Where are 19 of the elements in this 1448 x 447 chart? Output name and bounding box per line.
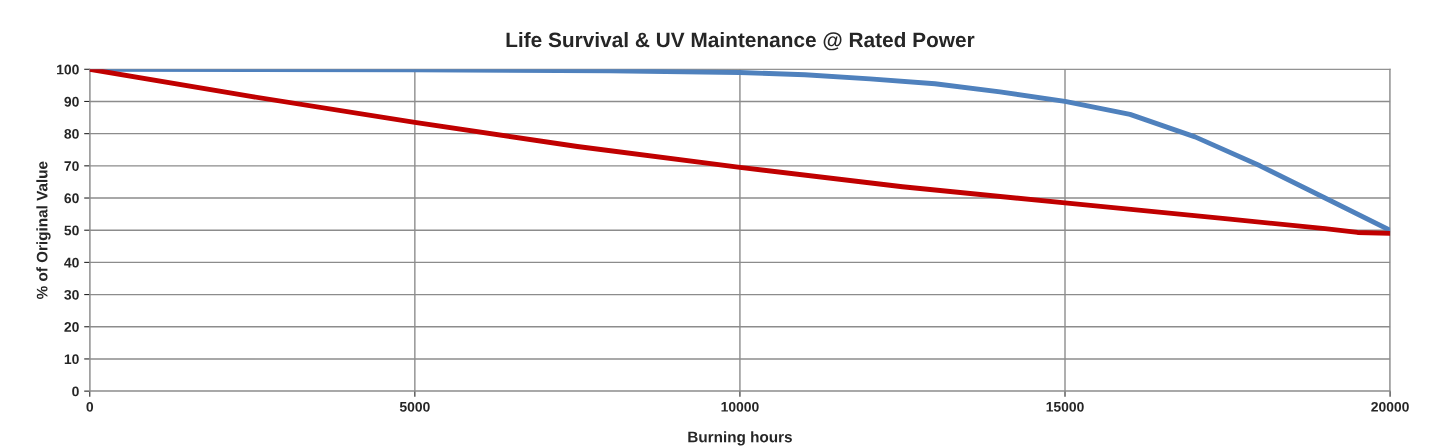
x-tick-label: 20000 (1371, 401, 1409, 412)
y-tick-label: 50 (64, 225, 79, 236)
y-tick-label: 100 (57, 64, 79, 75)
y-tick-label: 0 (72, 386, 79, 397)
y-tick-label: 60 (64, 193, 79, 204)
x-tick-label: 15000 (1046, 401, 1084, 412)
x-tick-label: 10000 (721, 401, 759, 412)
chart-title: Life Survival & UV Maintenance @ Rated Power (506, 31, 975, 51)
y-tick-label: 90 (64, 96, 79, 107)
y-tick-label: 40 (64, 257, 79, 268)
y-tick-label: 80 (64, 128, 79, 139)
x-tick-label: 5000 (399, 401, 430, 412)
y-tick-label: 30 (64, 289, 79, 300)
y-axis-title: % of Original Value (36, 161, 51, 300)
y-tick-label: 20 (64, 322, 79, 332)
x-tick-label: 0 (86, 401, 94, 412)
y-tick-label: 10 (64, 354, 79, 365)
y-tick-label: 70 (64, 161, 79, 172)
x-axis-title: Burning hours (688, 431, 792, 446)
